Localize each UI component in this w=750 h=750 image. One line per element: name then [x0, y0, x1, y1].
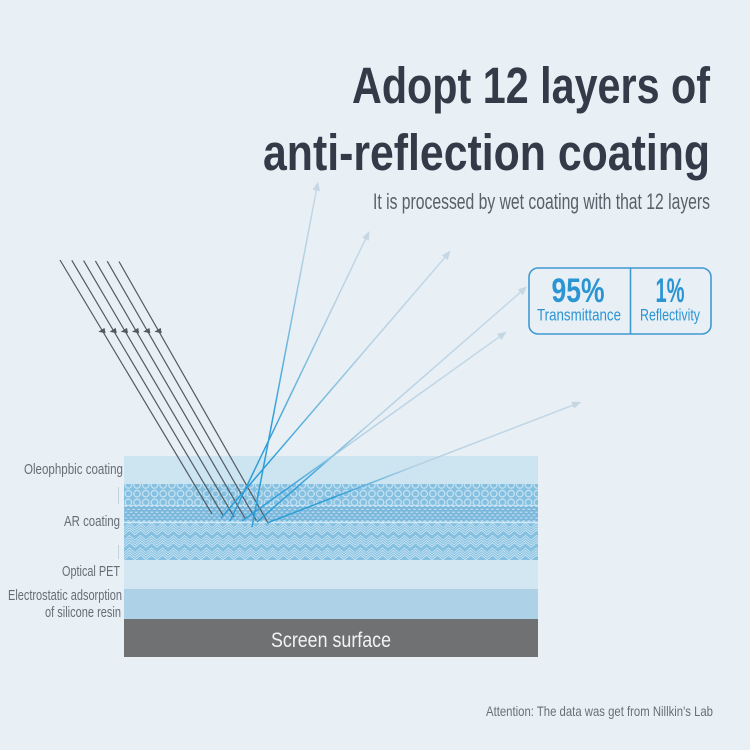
svg-text:Adopt 12 layers of: Adopt 12 layers of [352, 57, 711, 114]
svg-text:95%: 95% [552, 272, 605, 310]
svg-text:It is processed by wet coating: It is processed by wet coating with that… [373, 189, 710, 214]
svg-text:AR coating: AR coating [64, 514, 120, 530]
svg-text:Oleophpbic coating: Oleophpbic coating [24, 462, 123, 478]
svg-text:Screen surface: Screen surface [271, 628, 391, 652]
svg-text:Attention: The data was get fr: Attention: The data was get from Nillkin… [486, 703, 713, 719]
svg-text:1%: 1% [656, 272, 685, 310]
svg-text:Electrostatic adsorption: Electrostatic adsorption [8, 588, 122, 604]
svg-text:anti-reflection coating: anti-reflection coating [263, 124, 710, 181]
svg-text:Transmittance: Transmittance [537, 307, 621, 325]
svg-text:Optical PET: Optical PET [62, 564, 120, 580]
svg-text:Reflectivity: Reflectivity [640, 307, 701, 325]
svg-text:of silicone resin: of silicone resin [45, 605, 121, 621]
